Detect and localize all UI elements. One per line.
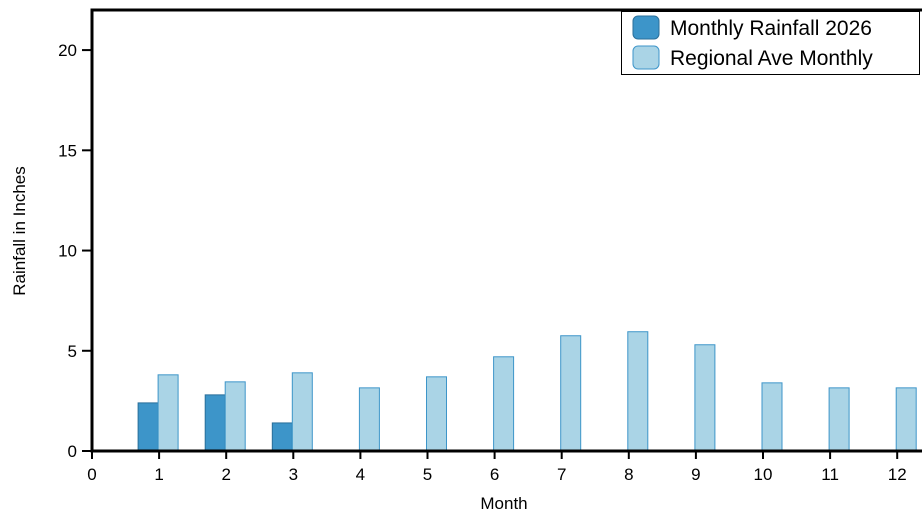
bar-regional-ave-month-9 xyxy=(694,344,716,452)
x-tick-label-2: 2 xyxy=(221,465,230,484)
x-tick-label-3: 3 xyxy=(289,465,298,484)
x-tick-label-1: 1 xyxy=(154,465,163,484)
y-tick-label-0: 0 xyxy=(68,442,77,461)
bar-regional-ave-month-4 xyxy=(358,387,380,452)
legend: Monthly Rainfall 2026 Regional Ave Month… xyxy=(621,11,920,75)
bar-rainfall-2026-month-3 xyxy=(271,422,293,452)
x-tick-label-12: 12 xyxy=(888,465,907,484)
x-tick-label-4: 4 xyxy=(356,465,365,484)
x-tick-label-9: 9 xyxy=(691,465,700,484)
bar-rainfall-2026-month-1 xyxy=(137,402,159,452)
x-axis-title: Month xyxy=(480,494,527,513)
x-tick-label-8: 8 xyxy=(624,465,633,484)
bar-regional-ave-month-3 xyxy=(291,372,313,452)
legend-label-rainfall-2026: Monthly Rainfall 2026 xyxy=(670,17,872,40)
bar-regional-ave-month-7 xyxy=(560,335,582,452)
y-tick-label-5: 5 xyxy=(68,342,77,361)
bar-regional-ave-month-5 xyxy=(426,376,447,452)
y-tick-label-10: 10 xyxy=(58,242,77,261)
y-tick-label-15: 15 xyxy=(58,141,77,160)
bars-layer xyxy=(137,331,917,452)
legend-swatch-regional-ave xyxy=(632,45,660,70)
x-tick-label-11: 11 xyxy=(821,465,839,484)
bar-regional-ave-month-6 xyxy=(493,356,515,452)
bar-regional-ave-month-2 xyxy=(224,381,246,452)
axes-layer xyxy=(90,8,922,453)
legend-box xyxy=(621,11,920,75)
bar-regional-ave-month-1 xyxy=(157,374,179,452)
x-tick-label-10: 10 xyxy=(754,465,773,484)
y-axis-title: Rainfall in Inches xyxy=(10,166,29,295)
x-tick-label-0: 0 xyxy=(87,465,96,484)
bar-regional-ave-month-12 xyxy=(895,387,917,452)
bar-regional-ave-month-10 xyxy=(761,382,783,452)
x-tick-label-7: 7 xyxy=(557,465,566,484)
legend-label-regional-ave: Regional Ave Monthly xyxy=(670,47,873,70)
x-tick-label-6: 6 xyxy=(490,465,499,484)
y-tick-label-20: 20 xyxy=(58,41,77,60)
x-tick-label-5: 5 xyxy=(423,465,432,484)
bar-regional-ave-month-11 xyxy=(828,387,850,452)
legend-swatch-rainfall-2026 xyxy=(632,15,660,40)
bar-regional-ave-month-8 xyxy=(627,331,649,452)
bar-rainfall-2026-month-2 xyxy=(204,394,226,452)
